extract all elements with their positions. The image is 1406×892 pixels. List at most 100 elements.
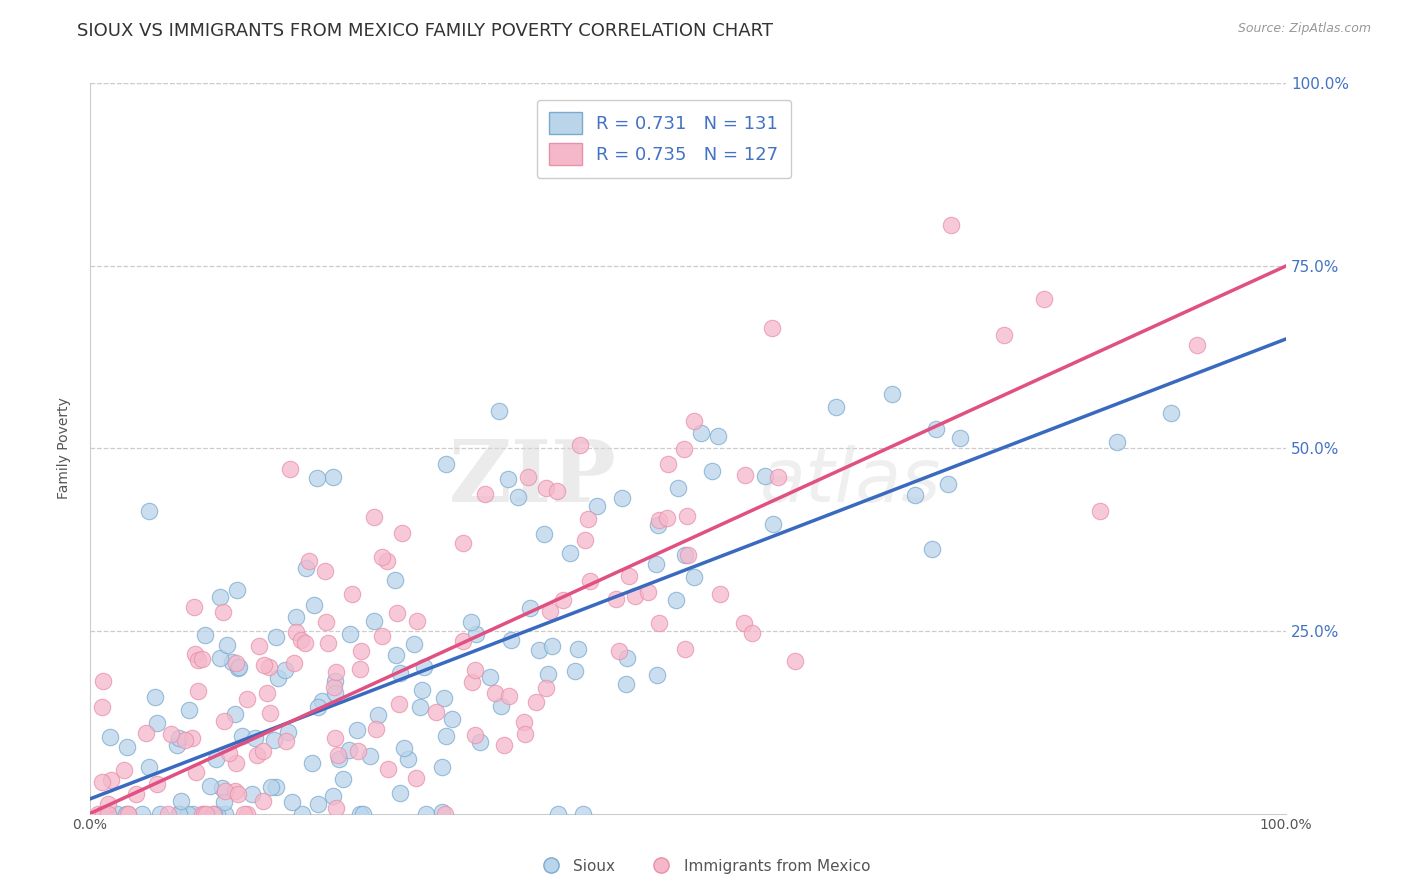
Immigrants from Mexico [761, 320, 783, 334]
Sioux [215, 638, 238, 652]
Sioux [221, 655, 243, 669]
Sioux [434, 729, 457, 743]
Sioux [508, 490, 530, 504]
Sioux [904, 488, 927, 502]
Sioux [181, 806, 204, 821]
Sioux [177, 806, 200, 821]
Sioux [346, 723, 368, 737]
Immigrants from Mexico [187, 653, 209, 667]
Immigrants from Mexico [349, 662, 371, 676]
Sioux [761, 517, 783, 532]
Sioux [295, 561, 318, 575]
Immigrants from Mexico [657, 511, 679, 525]
Immigrants from Mexico [605, 591, 627, 606]
Sioux [260, 780, 283, 794]
Immigrants from Mexico [676, 509, 699, 524]
Immigrants from Mexico [364, 722, 387, 736]
Sioux [224, 707, 246, 722]
Sioux [94, 806, 117, 821]
Immigrants from Mexico [648, 615, 671, 630]
Immigrants from Mexico [534, 681, 557, 695]
Sioux [413, 659, 436, 673]
Immigrants from Mexico [576, 512, 599, 526]
Sioux [228, 659, 250, 673]
Immigrants from Mexico [617, 569, 640, 583]
Text: Source: ZipAtlas.com: Source: ZipAtlas.com [1237, 22, 1371, 36]
Sioux [105, 806, 128, 821]
Sioux [489, 698, 512, 713]
Immigrants from Mexico [579, 574, 602, 588]
Immigrants from Mexico [315, 615, 337, 630]
Immigrants from Mexico [193, 806, 215, 821]
Immigrants from Mexico [125, 788, 148, 802]
Immigrants from Mexico [371, 629, 394, 643]
Y-axis label: Family Poverty: Family Poverty [58, 398, 72, 500]
Immigrants from Mexico [474, 486, 496, 500]
Immigrants from Mexico [146, 777, 169, 791]
Sioux [167, 806, 190, 821]
Immigrants from Mexico [451, 633, 474, 648]
Sioux [824, 400, 846, 414]
Sioux [266, 671, 288, 685]
Immigrants from Mexico [492, 738, 515, 752]
Legend: Sioux, Immigrants from Mexico: Sioux, Immigrants from Mexico [529, 853, 877, 880]
Sioux [328, 752, 350, 766]
Sioux [572, 806, 595, 821]
Sioux [117, 739, 139, 754]
Immigrants from Mexico [657, 457, 679, 471]
Immigrants from Mexico [214, 784, 236, 798]
Sioux [277, 724, 299, 739]
Immigrants from Mexico [484, 686, 506, 700]
Sioux [349, 806, 371, 821]
Sioux [198, 779, 221, 793]
Immigrants from Mexico [135, 726, 157, 740]
Immigrants from Mexico [346, 744, 368, 758]
Immigrants from Mexico [387, 606, 409, 620]
Sioux [586, 499, 609, 513]
Immigrants from Mexico [391, 526, 413, 541]
Sioux [389, 666, 412, 681]
Sioux [307, 471, 329, 485]
Sioux [149, 806, 172, 821]
Sioux [281, 795, 304, 809]
Sioux [754, 469, 776, 483]
Immigrants from Mexico [434, 806, 457, 821]
Immigrants from Mexico [87, 806, 110, 821]
Immigrants from Mexico [97, 797, 120, 811]
Sioux [208, 591, 231, 605]
Immigrants from Mexico [259, 706, 281, 720]
Sioux [880, 387, 903, 401]
Sioux [323, 674, 346, 689]
Sioux [332, 772, 354, 786]
Immigrants from Mexico [283, 656, 305, 670]
Immigrants from Mexico [186, 765, 208, 780]
Sioux [231, 729, 253, 743]
Immigrants from Mexico [524, 695, 547, 709]
Immigrants from Mexico [212, 714, 235, 728]
Immigrants from Mexico [637, 584, 659, 599]
Sioux [307, 797, 329, 811]
Immigrants from Mexico [1033, 293, 1056, 307]
Sioux [402, 637, 425, 651]
Immigrants from Mexico [225, 756, 247, 770]
Immigrants from Mexico [160, 727, 183, 741]
Sioux [948, 431, 970, 445]
Sioux [226, 661, 249, 675]
Immigrants from Mexico [323, 731, 346, 746]
Sioux [202, 806, 225, 821]
Immigrants from Mexico [294, 636, 316, 650]
Immigrants from Mexico [322, 680, 344, 694]
Text: atlas: atlas [759, 445, 941, 517]
Sioux [430, 760, 453, 774]
Sioux [131, 806, 153, 821]
Immigrants from Mexico [91, 700, 114, 714]
Sioux [434, 457, 457, 471]
Immigrants from Mexico [274, 734, 297, 748]
Immigrants from Mexico [623, 589, 645, 603]
Immigrants from Mexico [247, 639, 270, 653]
Immigrants from Mexico [180, 731, 202, 745]
Sioux [415, 806, 437, 821]
Sioux [488, 404, 510, 418]
Sioux [284, 610, 307, 624]
Sioux [264, 630, 287, 644]
